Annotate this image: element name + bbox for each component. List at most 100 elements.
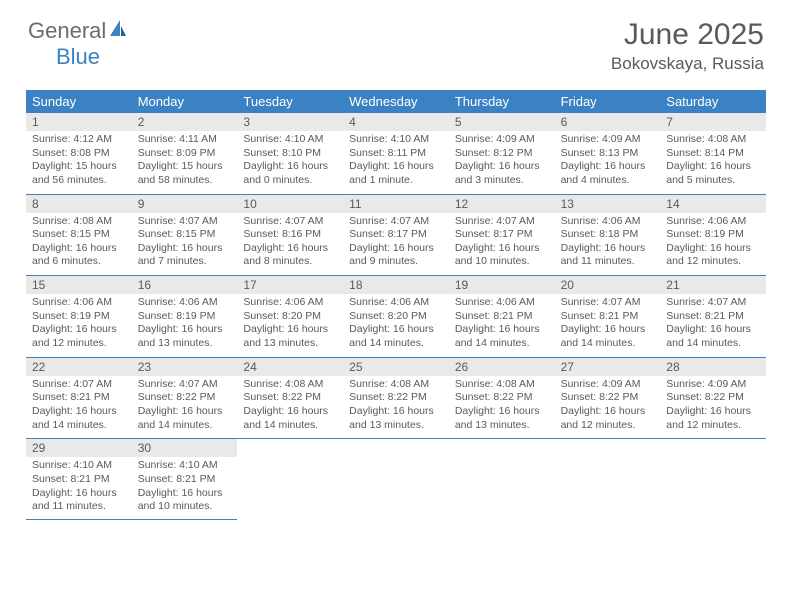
sunset-line: Sunset: 8:22 PM — [455, 391, 549, 405]
day-body: Sunrise: 4:09 AMSunset: 8:22 PMDaylight:… — [660, 376, 766, 439]
daylight-line: Daylight: 16 hours and 14 minutes. — [32, 405, 126, 432]
header: General Blue June 2025 Bokovskaya, Russi… — [0, 0, 792, 82]
day-body: Sunrise: 4:12 AMSunset: 8:08 PMDaylight:… — [26, 131, 132, 194]
sunset-line: Sunset: 8:09 PM — [138, 147, 232, 161]
day-body: Sunrise: 4:10 AMSunset: 8:11 PMDaylight:… — [343, 131, 449, 194]
weekday-header: Tuesday — [237, 90, 343, 113]
day-cell: 16Sunrise: 4:06 AMSunset: 8:19 PMDayligh… — [132, 276, 238, 357]
daylight-line: Daylight: 16 hours and 12 minutes. — [666, 405, 760, 432]
sunrise-line: Sunrise: 4:07 AM — [138, 215, 232, 229]
day-cell: 2Sunrise: 4:11 AMSunset: 8:09 PMDaylight… — [132, 113, 238, 194]
day-cell: 17Sunrise: 4:06 AMSunset: 8:20 PMDayligh… — [237, 276, 343, 357]
day-number: 16 — [132, 276, 238, 294]
weekday-header: Sunday — [26, 90, 132, 113]
sunset-line: Sunset: 8:21 PM — [32, 473, 126, 487]
day-number: 21 — [660, 276, 766, 294]
sunset-line: Sunset: 8:19 PM — [666, 228, 760, 242]
day-body: Sunrise: 4:08 AMSunset: 8:14 PMDaylight:… — [660, 131, 766, 194]
day-cell: 8Sunrise: 4:08 AMSunset: 8:15 PMDaylight… — [26, 195, 132, 276]
day-body: Sunrise: 4:06 AMSunset: 8:20 PMDaylight:… — [343, 294, 449, 357]
week-row: 22Sunrise: 4:07 AMSunset: 8:21 PMDayligh… — [26, 358, 766, 440]
daylight-line: Daylight: 16 hours and 14 minutes. — [561, 323, 655, 350]
day-cell: 29Sunrise: 4:10 AMSunset: 8:21 PMDayligh… — [26, 439, 132, 520]
weekday-header: Saturday — [660, 90, 766, 113]
sunset-line: Sunset: 8:17 PM — [349, 228, 443, 242]
day-cell: 7Sunrise: 4:08 AMSunset: 8:14 PMDaylight… — [660, 113, 766, 194]
sunset-line: Sunset: 8:15 PM — [138, 228, 232, 242]
daylight-line: Daylight: 16 hours and 5 minutes. — [666, 160, 760, 187]
day-number: 28 — [660, 358, 766, 376]
day-number: 17 — [237, 276, 343, 294]
day-cell: 25Sunrise: 4:08 AMSunset: 8:22 PMDayligh… — [343, 358, 449, 439]
sunset-line: Sunset: 8:18 PM — [561, 228, 655, 242]
sunset-line: Sunset: 8:21 PM — [138, 473, 232, 487]
sunrise-line: Sunrise: 4:06 AM — [138, 296, 232, 310]
daylight-line: Daylight: 15 hours and 58 minutes. — [138, 160, 232, 187]
weekday-header: Wednesday — [343, 90, 449, 113]
weekday-header: Friday — [555, 90, 661, 113]
day-number: 15 — [26, 276, 132, 294]
day-cell: 9Sunrise: 4:07 AMSunset: 8:15 PMDaylight… — [132, 195, 238, 276]
day-cell: 1Sunrise: 4:12 AMSunset: 8:08 PMDaylight… — [26, 113, 132, 194]
day-body: Sunrise: 4:11 AMSunset: 8:09 PMDaylight:… — [132, 131, 238, 194]
daylight-line: Daylight: 16 hours and 11 minutes. — [561, 242, 655, 269]
day-body: Sunrise: 4:08 AMSunset: 8:22 PMDaylight:… — [449, 376, 555, 439]
day-cell — [237, 439, 343, 520]
day-cell: 18Sunrise: 4:06 AMSunset: 8:20 PMDayligh… — [343, 276, 449, 357]
day-cell: 21Sunrise: 4:07 AMSunset: 8:21 PMDayligh… — [660, 276, 766, 357]
day-cell: 4Sunrise: 4:10 AMSunset: 8:11 PMDaylight… — [343, 113, 449, 194]
day-number: 20 — [555, 276, 661, 294]
sunset-line: Sunset: 8:21 PM — [455, 310, 549, 324]
day-cell — [660, 439, 766, 520]
sunrise-line: Sunrise: 4:07 AM — [349, 215, 443, 229]
daylight-line: Daylight: 16 hours and 9 minutes. — [349, 242, 443, 269]
location: Bokovskaya, Russia — [611, 54, 764, 74]
daylight-line: Daylight: 16 hours and 14 minutes. — [349, 323, 443, 350]
sunset-line: Sunset: 8:22 PM — [243, 391, 337, 405]
sunrise-line: Sunrise: 4:06 AM — [561, 215, 655, 229]
sunrise-line: Sunrise: 4:06 AM — [455, 296, 549, 310]
sunrise-line: Sunrise: 4:07 AM — [561, 296, 655, 310]
week-underline — [26, 519, 237, 520]
sunrise-line: Sunrise: 4:07 AM — [138, 378, 232, 392]
sunrise-line: Sunrise: 4:08 AM — [666, 133, 760, 147]
daylight-line: Daylight: 16 hours and 11 minutes. — [32, 487, 126, 514]
logo-sail-icon — [108, 18, 128, 38]
day-cell — [449, 439, 555, 520]
day-cell: 10Sunrise: 4:07 AMSunset: 8:16 PMDayligh… — [237, 195, 343, 276]
day-body: Sunrise: 4:07 AMSunset: 8:15 PMDaylight:… — [132, 213, 238, 276]
logo-word-1: General — [28, 18, 106, 43]
sunset-line: Sunset: 8:08 PM — [32, 147, 126, 161]
day-body: Sunrise: 4:07 AMSunset: 8:16 PMDaylight:… — [237, 213, 343, 276]
sunset-line: Sunset: 8:20 PM — [349, 310, 443, 324]
calendar: SundayMondayTuesdayWednesdayThursdayFrid… — [26, 90, 766, 520]
day-body: Sunrise: 4:07 AMSunset: 8:21 PMDaylight:… — [660, 294, 766, 357]
day-cell: 5Sunrise: 4:09 AMSunset: 8:12 PMDaylight… — [449, 113, 555, 194]
daylight-line: Daylight: 16 hours and 8 minutes. — [243, 242, 337, 269]
sunset-line: Sunset: 8:19 PM — [32, 310, 126, 324]
sunrise-line: Sunrise: 4:07 AM — [32, 378, 126, 392]
day-cell: 19Sunrise: 4:06 AMSunset: 8:21 PMDayligh… — [449, 276, 555, 357]
sunset-line: Sunset: 8:21 PM — [561, 310, 655, 324]
day-body: Sunrise: 4:10 AMSunset: 8:10 PMDaylight:… — [237, 131, 343, 194]
daylight-line: Daylight: 16 hours and 14 minutes. — [243, 405, 337, 432]
daylight-line: Daylight: 16 hours and 12 minutes. — [32, 323, 126, 350]
day-cell: 24Sunrise: 4:08 AMSunset: 8:22 PMDayligh… — [237, 358, 343, 439]
day-body: Sunrise: 4:09 AMSunset: 8:22 PMDaylight:… — [555, 376, 661, 439]
day-number: 19 — [449, 276, 555, 294]
daylight-line: Daylight: 16 hours and 6 minutes. — [32, 242, 126, 269]
logo-word-2: Blue — [56, 44, 100, 69]
day-number: 3 — [237, 113, 343, 131]
sunset-line: Sunset: 8:22 PM — [349, 391, 443, 405]
sunrise-line: Sunrise: 4:08 AM — [243, 378, 337, 392]
sunset-line: Sunset: 8:19 PM — [138, 310, 232, 324]
sunrise-line: Sunrise: 4:07 AM — [243, 215, 337, 229]
day-number: 26 — [449, 358, 555, 376]
day-cell: 26Sunrise: 4:08 AMSunset: 8:22 PMDayligh… — [449, 358, 555, 439]
sunrise-line: Sunrise: 4:07 AM — [666, 296, 760, 310]
weeks-container: 1Sunrise: 4:12 AMSunset: 8:08 PMDaylight… — [26, 113, 766, 520]
day-number: 4 — [343, 113, 449, 131]
day-cell: 6Sunrise: 4:09 AMSunset: 8:13 PMDaylight… — [555, 113, 661, 194]
daylight-line: Daylight: 16 hours and 14 minutes. — [666, 323, 760, 350]
day-number: 18 — [343, 276, 449, 294]
